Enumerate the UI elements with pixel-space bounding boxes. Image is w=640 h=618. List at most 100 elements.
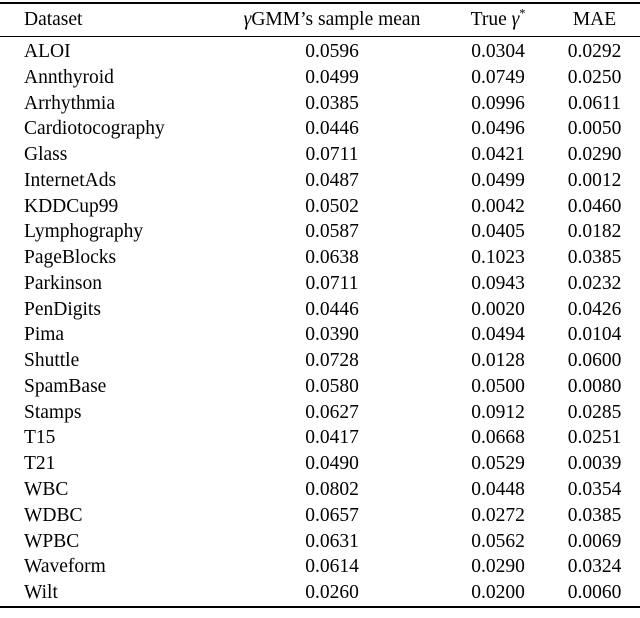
dataset-name-cell: Lymphography bbox=[24, 221, 144, 243]
dataset-name-cell: KDDCup99 bbox=[24, 195, 119, 217]
sample-mean-value-cell: 0.0631 bbox=[305, 530, 359, 552]
table-row: T21 0.0490 0.0529 0.0039 bbox=[0, 451, 640, 477]
sample-mean-value-cell: 0.0728 bbox=[305, 350, 359, 372]
table-header: Dataset γGMM’s sample mean True γ* MAE bbox=[0, 3, 640, 37]
table-row: Arrhythmia 0.0385 0.0996 0.0611 bbox=[0, 91, 640, 117]
sample-mean-value-cell: 0.0614 bbox=[305, 556, 359, 578]
sample-mean-value-cell: 0.0446 bbox=[305, 298, 359, 320]
true-gamma-value-cell: 0.0200 bbox=[471, 582, 525, 604]
dataset-name-cell: Arrhythmia bbox=[24, 92, 115, 114]
table-row: WBC 0.0802 0.0448 0.0354 bbox=[0, 477, 640, 503]
dataset-name-cell: Stamps bbox=[24, 401, 82, 423]
sample-mean-value-cell: 0.0587 bbox=[305, 221, 359, 243]
mae-value-cell: 0.0182 bbox=[567, 221, 622, 243]
true-gamma-value-cell: 0.0499 bbox=[471, 169, 525, 191]
mae-header-label: MAE bbox=[572, 9, 617, 30]
true-gamma-header-label: True bbox=[470, 9, 512, 30]
mae-value-cell: 0.0385 bbox=[567, 504, 622, 526]
sample-mean-value-cell: 0.0260 bbox=[305, 582, 359, 604]
true-gamma-value-cell: 0.0421 bbox=[471, 144, 525, 166]
true-gamma-value-cell: 0.0996 bbox=[471, 92, 525, 114]
table-row: Shuttle 0.0728 0.0128 0.0600 bbox=[0, 348, 640, 374]
mae-value-cell: 0.0426 bbox=[567, 298, 622, 320]
table-row: Annthyroid 0.0499 0.0749 0.0250 bbox=[0, 65, 640, 91]
true-gamma-value-cell: 0.0749 bbox=[471, 66, 525, 88]
sample-mean-value-cell: 0.0638 bbox=[305, 247, 359, 269]
true-gamma-value-cell: 0.0943 bbox=[471, 272, 525, 294]
true-gamma-value-cell: 0.0494 bbox=[471, 324, 525, 346]
sample-mean-value-cell: 0.0627 bbox=[305, 401, 359, 423]
dataset-name-cell: Cardiotocography bbox=[24, 118, 165, 140]
mae-value-cell: 0.0290 bbox=[567, 144, 622, 166]
sample-mean-value-cell: 0.0596 bbox=[305, 41, 359, 62]
star-superscript: * bbox=[519, 6, 526, 21]
true-gamma-value-cell: 0.0448 bbox=[471, 479, 525, 501]
mae-value-cell: 0.0104 bbox=[567, 324, 622, 346]
dataset-name-cell: Parkinson bbox=[24, 272, 102, 294]
mae-value-cell: 0.0292 bbox=[567, 41, 622, 62]
dataset-name-cell: Annthyroid bbox=[24, 66, 114, 88]
true-gamma-value-cell: 0.0272 bbox=[471, 504, 525, 526]
table-row: Parkinson 0.0711 0.0943 0.0232 bbox=[0, 271, 640, 297]
table-row: Waveform 0.0614 0.0290 0.0324 bbox=[0, 554, 640, 580]
mae-value-cell: 0.0460 bbox=[567, 195, 622, 217]
dataset-name-cell: Wilt bbox=[24, 582, 58, 604]
header-row: Dataset γGMM’s sample mean True γ* MAE bbox=[0, 3, 640, 37]
sample-mean-value-cell: 0.0711 bbox=[305, 272, 359, 294]
true-gamma-value-cell: 0.0562 bbox=[471, 530, 525, 552]
column-header-dataset: Dataset bbox=[0, 3, 217, 37]
mae-value-cell: 0.0285 bbox=[567, 401, 622, 423]
true-gamma-value-cell: 0.0500 bbox=[471, 375, 525, 397]
sample-mean-value-cell: 0.0417 bbox=[305, 427, 359, 449]
mae-value-cell: 0.0600 bbox=[567, 350, 622, 372]
true-gamma-value-cell: 0.0668 bbox=[471, 427, 525, 449]
mae-value-cell: 0.0611 bbox=[568, 92, 621, 114]
table-row: ALOI 0.0596 0.0304 0.0292 bbox=[0, 37, 640, 65]
column-header-sample-mean: γGMM’s sample mean bbox=[217, 3, 447, 37]
table-row: Cardiotocography 0.0446 0.0496 0.0050 bbox=[0, 116, 640, 142]
table-row: SpamBase 0.0580 0.0500 0.0080 bbox=[0, 374, 640, 400]
column-header-true-gamma: True γ* bbox=[447, 3, 549, 37]
table-row: Glass 0.0711 0.0421 0.0290 bbox=[0, 142, 640, 168]
dataset-name-cell: WPBC bbox=[24, 530, 80, 552]
true-gamma-value-cell: 0.0304 bbox=[471, 41, 525, 62]
true-gamma-value-cell: 0.0496 bbox=[471, 118, 525, 140]
dataset-name-cell: Shuttle bbox=[24, 350, 80, 372]
dataset-name-cell: WDBC bbox=[24, 504, 83, 526]
true-gamma-value-cell: 0.0042 bbox=[471, 195, 525, 217]
dataset-name-cell: Pima bbox=[24, 324, 65, 346]
table-row: Wilt 0.0260 0.0200 0.0060 bbox=[0, 580, 640, 607]
true-gamma-value-cell: 0.0529 bbox=[471, 453, 525, 475]
mae-value-cell: 0.0080 bbox=[567, 375, 622, 397]
true-gamma-value-cell: 0.0020 bbox=[471, 298, 525, 320]
gamma-symbol: γ bbox=[511, 9, 520, 30]
sample-mean-value-cell: 0.0711 bbox=[305, 144, 359, 166]
sample-mean-value-cell: 0.0487 bbox=[305, 169, 359, 191]
sample-mean-value-cell: 0.0490 bbox=[305, 453, 359, 475]
mae-value-cell: 0.0069 bbox=[567, 530, 622, 552]
sample-mean-value-cell: 0.0499 bbox=[305, 66, 359, 88]
dataset-name-cell: PenDigits bbox=[24, 298, 101, 320]
sample-mean-value-cell: 0.0802 bbox=[305, 479, 359, 501]
sample-mean-value-cell: 0.0657 bbox=[305, 504, 359, 526]
table-body: ALOI 0.0596 0.0304 0.0292 Annthyroid 0.0… bbox=[0, 37, 640, 607]
gamma-symbol: γ bbox=[243, 9, 252, 30]
dataset-header-label: Dataset bbox=[24, 9, 83, 30]
sample-mean-value-cell: 0.0580 bbox=[305, 375, 359, 397]
true-gamma-value-cell: 0.0405 bbox=[471, 221, 525, 243]
dataset-name-cell: Waveform bbox=[24, 556, 106, 578]
mae-value-cell: 0.0385 bbox=[567, 247, 622, 269]
dataset-name-cell: WBC bbox=[24, 479, 69, 501]
true-gamma-value-cell: 0.0290 bbox=[471, 556, 525, 578]
column-header-mae: MAE bbox=[549, 3, 640, 37]
table-row: KDDCup99 0.0502 0.0042 0.0460 bbox=[0, 194, 640, 220]
mae-value-cell: 0.0039 bbox=[567, 453, 622, 475]
sample-mean-header-label: GMM’s sample mean bbox=[251, 9, 421, 30]
table-row: InternetAds 0.0487 0.0499 0.0012 bbox=[0, 168, 640, 194]
table-row: PageBlocks 0.0638 0.1023 0.0385 bbox=[0, 245, 640, 271]
mae-value-cell: 0.0324 bbox=[567, 556, 622, 578]
dataset-name-cell: Glass bbox=[24, 144, 68, 166]
table-row: T15 0.0417 0.0668 0.0251 bbox=[0, 425, 640, 451]
table-row: Pima 0.0390 0.0494 0.0104 bbox=[0, 322, 640, 348]
